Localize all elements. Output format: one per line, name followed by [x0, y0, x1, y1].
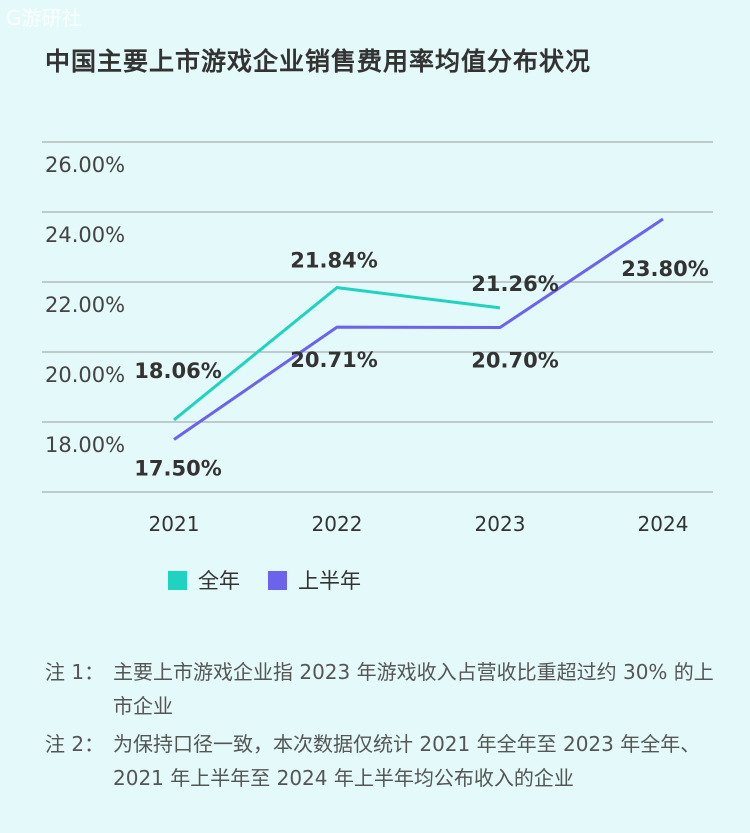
series-line-上半年	[173, 217, 664, 441]
note-1: 注 1： 主要上市游戏企业指 2023 年游戏收入占营收比重超过约 30% 的上…	[45, 655, 725, 723]
y-tick-label: 22.00%	[45, 293, 125, 317]
grid-lines	[42, 141, 713, 493]
legend-label: 上半年	[298, 569, 361, 593]
legend-swatch	[268, 571, 287, 590]
notes: 注 1： 主要上市游戏企业指 2023 年游戏收入占营收比重超过约 30% 的上…	[45, 655, 725, 799]
x-tick-label: 2024	[638, 512, 689, 536]
x-tick-label: 2022	[312, 512, 363, 536]
data-label: 20.71%	[290, 348, 377, 372]
legend-swatch	[168, 571, 187, 590]
data-label: 23.80%	[621, 257, 708, 281]
x-tick-label: 2023	[475, 512, 526, 536]
data-labels: 18.06% 21.84% 21.26% 17.50% 20.71% 20.70% 23.8…	[134, 249, 708, 481]
data-label: 21.84%	[290, 249, 377, 273]
note-label: 注 2：	[45, 732, 105, 756]
series-lines	[173, 217, 664, 441]
chart-title: 中国主要上市游戏企业销售费用率均值分布状况	[45, 47, 592, 76]
note-text: 为保持口径一致，本次数据仅统计 2021 年全年至 2023 年全年、2021 …	[113, 732, 701, 790]
x-tick-label: 2021	[149, 512, 200, 536]
y-tick-label: 20.00%	[45, 363, 125, 387]
legend: 全年 上半年	[168, 569, 361, 593]
watermark-logo: G游研社	[6, 6, 82, 30]
y-tick-label: 24.00%	[45, 223, 125, 247]
data-label: 20.70%	[471, 349, 558, 373]
x-axis-ticks: 2021 2022 2023 2024	[149, 512, 689, 536]
legend-label: 全年	[198, 569, 240, 593]
note-label: 注 1：	[45, 660, 105, 684]
data-label: 17.50%	[134, 457, 221, 481]
y-tick-label: 18.00%	[45, 433, 125, 457]
note-2: 注 2： 为保持口径一致，本次数据仅统计 2021 年全年至 2023 年全年、…	[45, 727, 725, 795]
data-label: 18.06%	[134, 359, 221, 383]
line-chart: 26.00%24.00%22.00%20.00%18.00% 2021 2022 2…	[42, 141, 713, 593]
note-text: 主要上市游戏企业指 2023 年游戏收入占营收比重超过约 30% 的上市企业	[113, 660, 714, 718]
series-line-全年	[173, 286, 501, 422]
y-tick-label: 26.00%	[45, 153, 125, 177]
y-axis-ticks: 26.00% 24.00% 22.00% 20.00% 18.00%	[45, 153, 125, 457]
data-label: 21.26%	[471, 272, 558, 296]
